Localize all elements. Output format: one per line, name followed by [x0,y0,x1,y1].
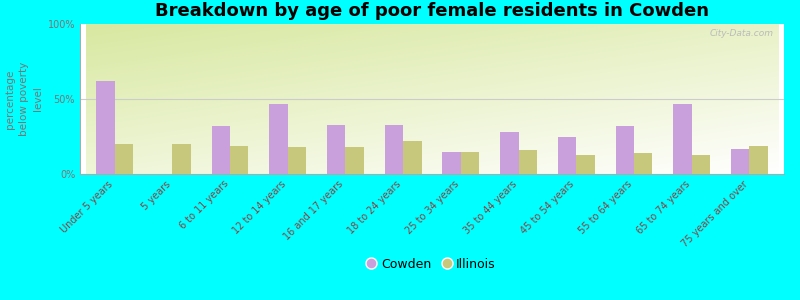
Bar [576,154,594,174]
Bar [327,124,346,174]
Text: City-Data.com: City-Data.com [710,28,774,38]
Legend: Cowden, Illinois: Cowden, Illinois [363,253,501,276]
Bar [288,147,306,174]
Bar [346,147,364,174]
Bar [211,126,230,174]
Bar [172,144,190,174]
Bar [674,103,692,174]
Bar [96,81,114,174]
Bar [270,103,288,174]
Bar [692,154,710,174]
Title: Breakdown by age of poor female residents in Cowden: Breakdown by age of poor female resident… [155,2,709,20]
Y-axis label: percentage
below poverty
level: percentage below poverty level [6,62,43,136]
Bar [461,152,479,174]
Bar [385,124,403,174]
Bar [518,150,537,174]
Bar [442,152,461,174]
Bar [634,153,653,174]
Bar [615,126,634,174]
Bar [558,136,576,174]
Bar [114,144,133,174]
Bar [750,146,768,174]
Bar [500,132,518,174]
Bar [230,146,249,174]
Bar [731,148,750,174]
Bar [403,141,422,174]
